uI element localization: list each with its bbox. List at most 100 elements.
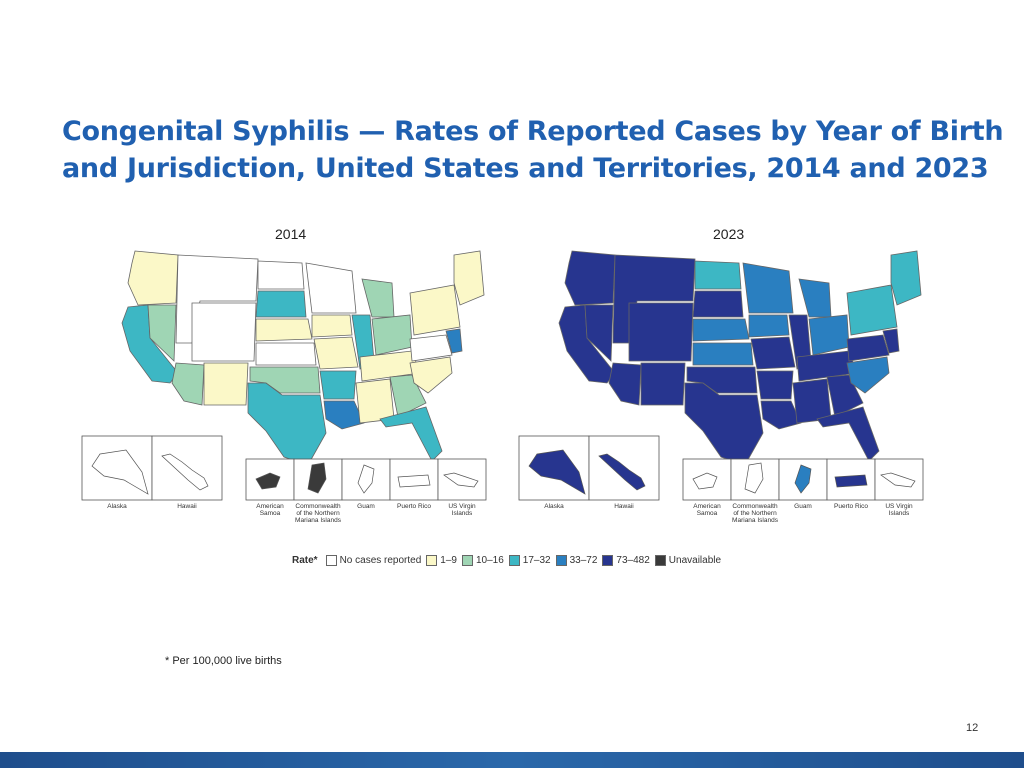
inset-puerto-rico xyxy=(389,458,439,501)
footer-bar xyxy=(0,752,1024,768)
inset-american xyxy=(245,458,295,501)
inset-label: Alaska xyxy=(544,503,564,510)
region-texas xyxy=(684,382,764,466)
map-year-label-2014: 2014 xyxy=(275,226,307,242)
region-missouri xyxy=(750,336,796,370)
inset-label: American Samoa xyxy=(693,503,721,517)
region-idaho-montana-wyoming xyxy=(175,254,259,344)
region-arizona xyxy=(608,362,642,406)
region-nevada xyxy=(584,304,614,362)
region-carolinas xyxy=(846,356,890,394)
region-new-england xyxy=(453,250,485,306)
region-minnesota-wisconsin xyxy=(305,262,357,314)
legend-swatch xyxy=(325,554,337,566)
region-louisiana xyxy=(323,400,365,430)
region-mississippi-alabama xyxy=(792,378,832,424)
inset-puerto-rico xyxy=(826,458,876,501)
inset-american xyxy=(682,458,732,501)
region-south-dakota xyxy=(692,290,744,318)
title-line-1: Congenital Syphilis — Rates of Reported … xyxy=(62,116,1004,147)
region-new-mexico xyxy=(203,362,249,406)
inset-label: Hawaii xyxy=(614,503,634,510)
region-arizona xyxy=(171,362,205,406)
legend-swatch xyxy=(602,554,614,566)
legend-label: 10–16 xyxy=(475,554,504,566)
page-number: 12 xyxy=(966,722,979,734)
legend-swatch xyxy=(555,554,567,566)
region-utah-colorado xyxy=(628,302,694,362)
region-nevada xyxy=(147,304,177,362)
inset-alaska xyxy=(518,435,590,501)
legend-label: 73–482 xyxy=(616,554,650,566)
inset-hawaii xyxy=(588,435,660,501)
region-north-dakota xyxy=(694,260,742,290)
inset-label: American Samoa xyxy=(256,503,284,517)
inset-label: Puerto Rico xyxy=(834,503,868,510)
region-arkansas xyxy=(319,370,357,400)
region-maryland xyxy=(445,328,463,354)
region-mississippi-alabama xyxy=(355,378,395,424)
inset-label: US Virgin Islands xyxy=(448,503,476,517)
region-kansas xyxy=(255,342,317,366)
inset-label: Guam xyxy=(357,503,375,510)
region-virginia-wv xyxy=(846,334,890,362)
region-nebraska xyxy=(692,318,750,342)
footnote: * Per 100,000 live births xyxy=(165,655,282,667)
region-arkansas xyxy=(756,370,794,400)
region-missouri xyxy=(313,336,359,370)
region-minnesota-wisconsin xyxy=(742,262,794,314)
inset-commonwealth xyxy=(730,458,780,501)
legend-label: 1–9 xyxy=(440,554,457,566)
inset-label: US Virgin Islands xyxy=(885,503,913,517)
region-south-dakota xyxy=(255,290,307,318)
region-michigan xyxy=(798,278,832,318)
legend-label: Unavailable xyxy=(668,554,722,566)
region-louisiana xyxy=(760,400,802,430)
inset-label: Alaska xyxy=(107,503,127,510)
inset-hawaii xyxy=(151,435,223,501)
legend-swatch xyxy=(508,554,520,566)
inset-label: Puerto Rico xyxy=(397,503,431,510)
legend-label: 17–32 xyxy=(522,554,551,566)
region-west-coast-north xyxy=(127,250,179,306)
region-iowa xyxy=(311,314,353,338)
inset-alaska xyxy=(81,435,153,501)
legend-swatch xyxy=(654,554,666,566)
region-michigan xyxy=(361,278,395,318)
inset-guam xyxy=(778,458,828,501)
region-idaho-montana-wyoming xyxy=(612,254,696,344)
region-indiana-ohio xyxy=(371,314,413,356)
region-maryland xyxy=(882,328,900,354)
region-utah-colorado xyxy=(191,302,257,362)
slide-title: Congenital Syphilis — Rates of Reported … xyxy=(62,113,1004,187)
region-texas xyxy=(247,382,327,466)
region-new-england xyxy=(890,250,922,306)
region-new-mexico xyxy=(640,362,686,406)
inset-commonwealth xyxy=(293,458,343,501)
region-north-dakota xyxy=(257,260,305,290)
us-map-2014 xyxy=(81,250,487,501)
inset-label: Guam xyxy=(794,503,812,510)
inset-label: Commonwealth of the Northern Mariana Isl… xyxy=(732,503,778,524)
legend-swatch xyxy=(426,554,438,566)
inset-us-virgin xyxy=(437,458,487,501)
region-carolinas xyxy=(409,356,453,394)
inset-guam xyxy=(341,458,391,501)
title-line-2: and Jurisdiction, United States and Terr… xyxy=(62,153,989,184)
map-year-label-2023: 2023 xyxy=(713,226,745,242)
region-pennsylvania-ny xyxy=(846,284,898,336)
region-virginia-wv xyxy=(409,334,453,362)
region-nebraska xyxy=(255,318,313,342)
region-indiana-ohio xyxy=(808,314,850,356)
legend-label: 33–72 xyxy=(569,554,598,566)
region-pennsylvania-ny xyxy=(409,284,461,336)
inset-label: Hawaii xyxy=(177,503,197,510)
region-iowa xyxy=(748,314,790,338)
legend-title: Rate* xyxy=(292,554,318,566)
region-west-coast-north xyxy=(564,250,616,306)
inset-label: Commonwealth of the Northern Mariana Isl… xyxy=(295,503,341,524)
region-kansas xyxy=(692,342,754,366)
legend-label: No cases reported xyxy=(339,554,422,566)
legend-swatch xyxy=(461,554,473,566)
inset-us-virgin xyxy=(874,458,924,501)
